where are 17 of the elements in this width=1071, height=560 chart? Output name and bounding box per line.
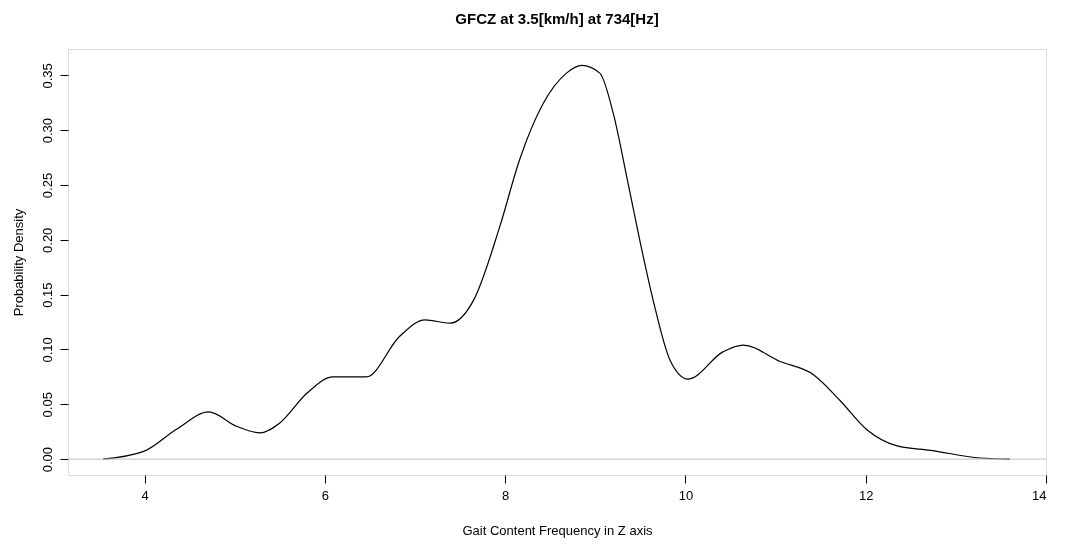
y-tick-label: 0.10 (39, 337, 55, 363)
x-axis-title: Gait Content Frequency in Z axis (462, 522, 654, 538)
y-tick-label: 0.20 (39, 227, 55, 253)
chart-title: GFCZ at 3.5[km/h] at 734[Hz] (455, 10, 659, 27)
x-tick-label: 4 (141, 487, 149, 503)
y-tick-label: 0.15 (39, 282, 55, 308)
y-tick-label: 0.30 (39, 117, 55, 144)
y-axis-title: Probability Density (10, 208, 26, 317)
x-tick-label: 10 (678, 487, 694, 503)
y-tick-label: 0.25 (39, 172, 55, 199)
y-tick-label: 0.35 (39, 63, 55, 89)
x-tick-label: 12 (858, 487, 874, 503)
x-tick-label: 8 (502, 487, 510, 503)
y-tick-label: 0.00 (39, 446, 55, 473)
x-tick-label: 14 (1032, 487, 1047, 503)
x-tick-label: 6 (321, 487, 330, 503)
y-tick-label: 0.05 (39, 392, 55, 418)
